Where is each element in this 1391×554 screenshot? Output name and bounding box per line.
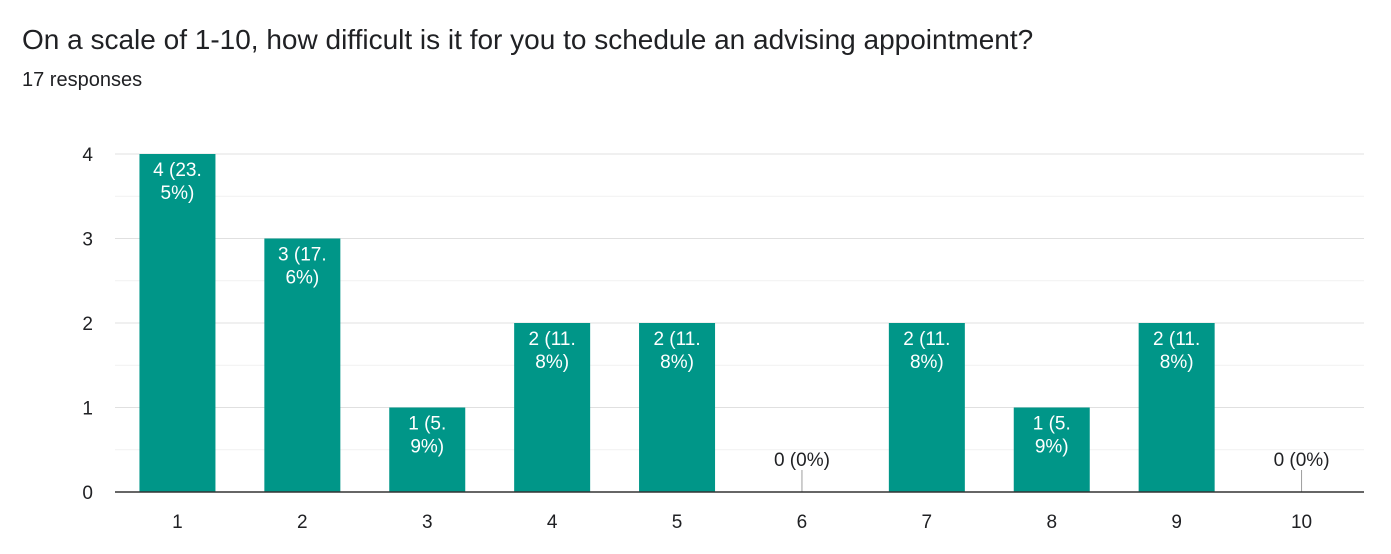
data-label: 8%) [910, 352, 944, 373]
question-title: On a scale of 1-10, how difficult is it … [22, 24, 1034, 55]
data-label: 0 (0%) [774, 450, 830, 471]
x-tick-label: 5 [672, 512, 683, 533]
data-label: 3 (17. [278, 245, 327, 266]
data-label: 8%) [535, 352, 569, 373]
data-label: 4 (23. [153, 160, 202, 181]
y-tick-label: 2 [82, 314, 93, 335]
x-tick-label: 4 [547, 512, 558, 533]
bar-3[interactable] [389, 407, 466, 493]
bar-7[interactable] [888, 323, 965, 492]
data-label: 5%) [161, 183, 195, 204]
x-tick-label: 8 [1046, 512, 1057, 533]
data-labels: 4 (23.5%)3 (17.6%)1 (5.9%)2 (11.8%)2 (11… [153, 160, 1329, 471]
data-label: 1 (5. [408, 414, 446, 435]
y-tick-label: 3 [82, 230, 93, 251]
data-label: 8%) [1160, 352, 1194, 373]
data-label: 6%) [285, 268, 319, 289]
x-tick-label: 9 [1171, 512, 1182, 533]
bar-2[interactable] [264, 238, 341, 493]
data-label: 2 (11. [1153, 329, 1200, 350]
bar-8[interactable] [1013, 407, 1090, 493]
data-label: 9%) [410, 437, 444, 458]
x-tick-label: 10 [1291, 512, 1312, 533]
data-label: 0 (0%) [1274, 450, 1330, 471]
y-tick-label: 1 [82, 399, 93, 420]
x-tick-label: 6 [797, 512, 808, 533]
bar-4[interactable] [514, 323, 591, 492]
data-label: 8%) [660, 352, 694, 373]
data-label: 2 (11. [653, 329, 700, 350]
data-label: 9%) [1035, 437, 1069, 458]
x-tick-label: 7 [922, 512, 933, 533]
y-tick-label: 4 [82, 145, 93, 166]
bar-1[interactable] [139, 154, 216, 492]
y-tick-label: 0 [82, 483, 93, 504]
x-tick-label: 3 [422, 512, 433, 533]
data-label: 1 (5. [1033, 414, 1071, 435]
data-label: 2 (11. [903, 329, 950, 350]
response-count: 17 responses [22, 69, 143, 91]
bars [139, 154, 1303, 493]
bar-9[interactable] [1138, 323, 1215, 492]
bar-5[interactable] [639, 323, 716, 492]
y-axis: 0 1 2 3 4 [82, 145, 93, 504]
data-label: 2 (11. [529, 329, 576, 350]
x-axis: 1 2 3 4 5 6 7 8 9 10 [115, 491, 1364, 533]
x-tick-label: 1 [172, 512, 183, 533]
x-tick-label: 2 [297, 512, 308, 533]
